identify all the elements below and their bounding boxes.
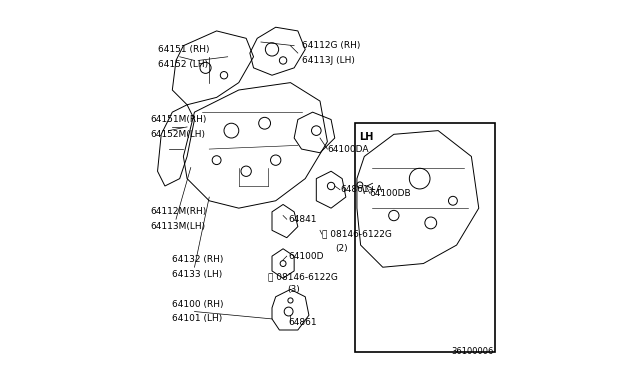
Text: 36100006: 36100006: [451, 347, 493, 356]
Text: 64133 (LH): 64133 (LH): [172, 270, 223, 279]
Text: 64100 (RH): 64100 (RH): [172, 300, 224, 309]
Text: Ⓑ 08146-6122G: Ⓑ 08146-6122G: [322, 230, 392, 238]
Text: 64152M(LH): 64152M(LH): [150, 130, 205, 139]
Text: 64151M(RH): 64151M(RH): [150, 115, 207, 124]
Text: 64112G (RH): 64112G (RH): [301, 41, 360, 50]
Text: 64861: 64861: [289, 318, 317, 327]
Text: 64100D: 64100D: [289, 251, 324, 261]
Text: 64100DB: 64100DB: [370, 189, 412, 198]
Text: Ⓑ 08146-6122G: Ⓑ 08146-6122G: [268, 272, 338, 281]
Text: 64100DA: 64100DA: [328, 145, 369, 154]
Text: (2): (2): [335, 244, 348, 253]
Text: 64101 (LH): 64101 (LH): [172, 314, 223, 323]
Text: 64112M(RH): 64112M(RH): [150, 207, 207, 217]
Text: 64113M(LH): 64113M(LH): [150, 222, 205, 231]
Text: 64132 (RH): 64132 (RH): [172, 255, 224, 264]
Text: 64152 (LH): 64152 (LH): [157, 60, 207, 69]
Text: 64841: 64841: [289, 215, 317, 224]
Text: LH: LH: [359, 132, 373, 142]
Text: 64861+A: 64861+A: [340, 185, 383, 194]
Text: 64151 (RH): 64151 (RH): [157, 45, 209, 54]
Text: 64113J (LH): 64113J (LH): [301, 56, 355, 65]
Text: (3): (3): [287, 285, 300, 294]
FancyBboxPatch shape: [355, 123, 495, 352]
